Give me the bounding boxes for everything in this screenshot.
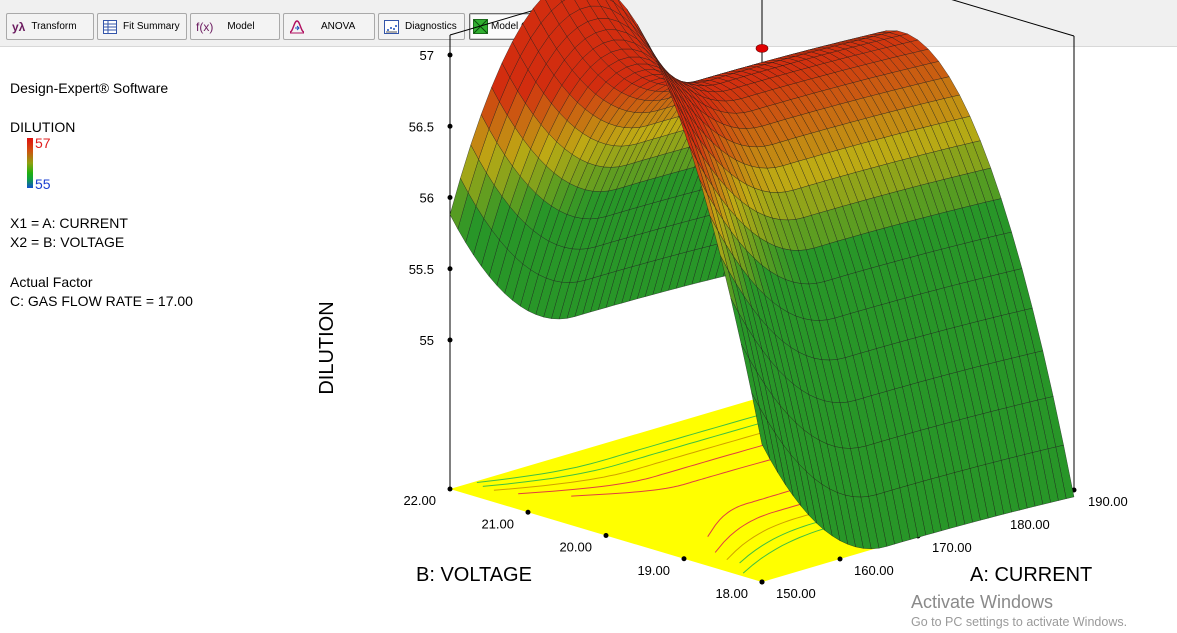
anova-button[interactable]: ANOVA xyxy=(283,13,375,40)
z-tick-mark xyxy=(447,52,453,58)
legend-title: DILUTION xyxy=(10,119,76,135)
y-tick-label: 20.00 xyxy=(559,540,592,555)
y-tick-label: 22.00 xyxy=(403,493,436,508)
actual-factor-heading: Actual Factor xyxy=(10,274,93,290)
fit-summary-button[interactable]: Fit Summary xyxy=(97,13,187,40)
y-tick-mark xyxy=(447,486,453,492)
fx-icon: f(x) xyxy=(196,19,214,34)
legend-low-value: 55 xyxy=(35,176,51,192)
response-surface xyxy=(449,0,1075,549)
axis-ticks: 150.00 160.00 170.00 180.00 190.00 18.00 19.00… xyxy=(403,48,1127,601)
x-tick-label: 180.00 xyxy=(1010,517,1050,532)
z-tick-mark xyxy=(447,337,453,343)
y-tick-mark xyxy=(525,509,531,515)
top-left-edge xyxy=(449,0,571,36)
y-tick-mark xyxy=(681,556,687,562)
diagnostics-label: Diagnostics xyxy=(405,21,457,32)
z-tick-mark xyxy=(447,195,453,200)
activate-windows-title: Activate Windows xyxy=(911,592,1054,612)
y-tick-label: 19.00 xyxy=(637,563,670,578)
x-tick-label: 170.00 xyxy=(932,540,972,555)
legend-color-bar xyxy=(27,138,33,188)
activate-windows-subtitle: Go to PC settings to activate Windows. xyxy=(911,615,1128,629)
transform-button[interactable]: yλ Transform xyxy=(6,13,94,40)
factor-x2: X2 = B: VOLTAGE xyxy=(10,234,125,250)
axis-labels: DILUTION A: CURRENT B: VOLTAGE xyxy=(316,301,1092,586)
x-tick-label: 190.00 xyxy=(1088,494,1128,509)
surface-cell xyxy=(560,0,566,2)
y-tick-label: 21.00 xyxy=(481,516,514,531)
z-tick-label: 56 xyxy=(420,191,434,206)
transform-label: Transform xyxy=(31,21,77,32)
z-tick-label: 57 xyxy=(420,48,434,63)
model-button[interactable]: f(x) Model xyxy=(190,13,280,40)
design-points xyxy=(755,44,769,53)
distribution-icon xyxy=(289,19,305,35)
x-tick-mark xyxy=(837,556,843,562)
y-lambda-icon: yλ xyxy=(12,19,26,34)
y-tick-label: 18.00 xyxy=(715,586,748,601)
software-name: Design-Expert® Software xyxy=(10,80,169,96)
table-icon xyxy=(103,19,117,34)
x-tick-label: 150.00 xyxy=(776,586,816,601)
z-tick-mark xyxy=(447,123,453,129)
factor-x1: X1 = A: CURRENT xyxy=(10,215,128,231)
anova-label: ANOVA xyxy=(321,21,356,32)
x-axis-title: A: CURRENT xyxy=(970,564,1092,586)
z-tick-label: 56.5 xyxy=(409,119,434,134)
model-label: Model xyxy=(227,21,255,32)
y-tick-mark xyxy=(603,533,609,538)
z-tick-mark xyxy=(447,266,453,272)
surface-cell xyxy=(751,392,770,459)
surface-cell xyxy=(545,0,563,12)
design-point-marker xyxy=(755,44,769,53)
x-tick-label: 160.00 xyxy=(854,563,894,578)
legend-high-value: 57 xyxy=(35,135,51,151)
z-tick-label: 55 xyxy=(420,333,434,348)
fit-summary-label: Fit Summary xyxy=(123,21,180,32)
z-tick-label: 55.5 xyxy=(409,262,434,277)
actual-factor-value: C: GAS FLOW RATE = 17.00 xyxy=(10,293,193,309)
z-axis-title: DILUTION xyxy=(316,301,338,394)
top-right-edge xyxy=(951,0,1075,37)
y-tick-mark xyxy=(759,579,765,585)
scatter-icon xyxy=(384,19,399,34)
y-axis-title: B: VOLTAGE xyxy=(416,564,532,586)
